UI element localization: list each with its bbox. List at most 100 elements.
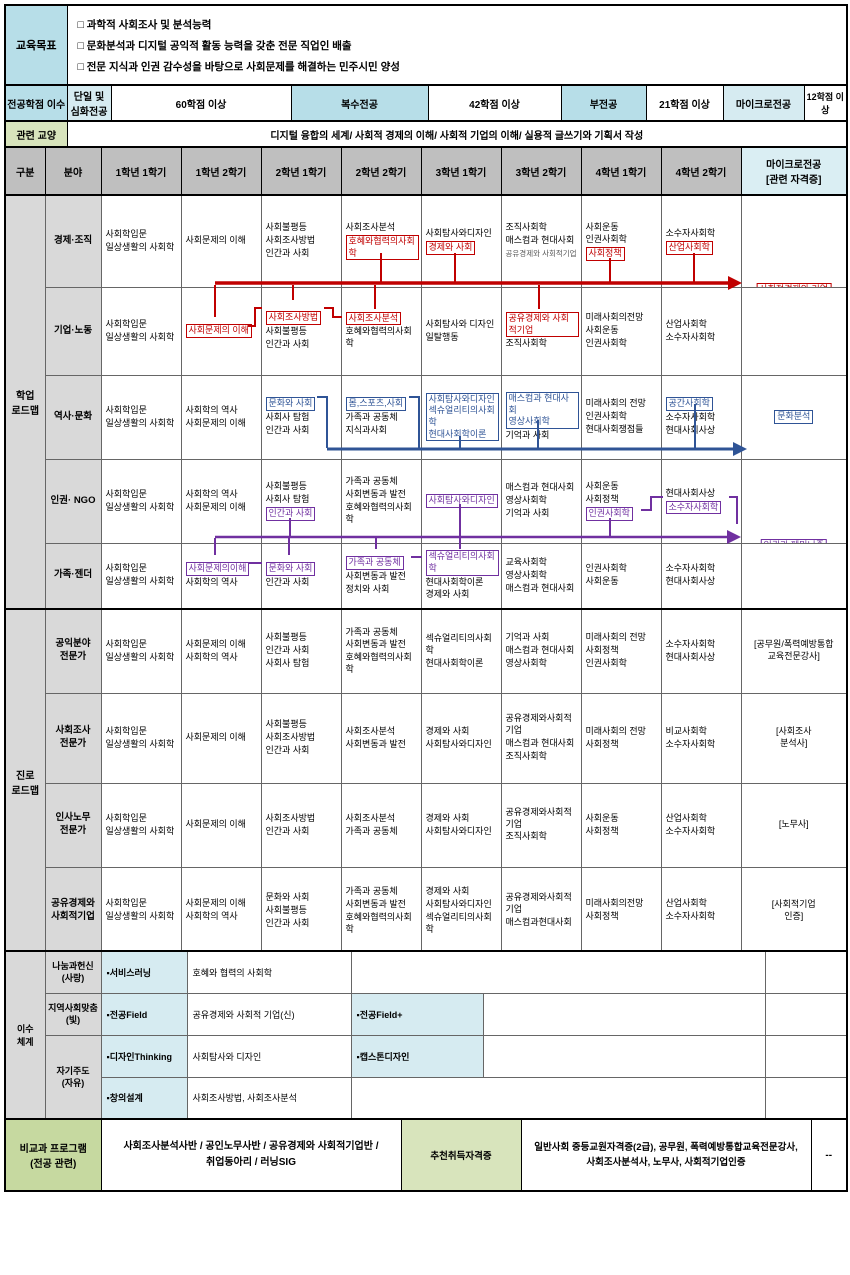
course-cell: 사회탐사와디자인 <box>420 458 502 544</box>
course-item: 조직사회학 <box>505 222 547 233</box>
course-cell: 사회불평등 인간과 사회 사회사 탐험 <box>260 608 342 694</box>
course-item-highlight: 사회조사분석 <box>345 311 402 326</box>
completion-course: 공유경제와 사회적 기업(신) <box>186 992 352 1036</box>
course-item: 인간과 사회 <box>265 338 310 349</box>
header-sem-1-2: 1학년 2학기 <box>180 146 262 196</box>
course-item: 가족과 공동체 <box>345 626 398 637</box>
course-item-highlight: 공유경제와 사회적기업 <box>505 311 579 338</box>
course-item: 조직사회학 <box>505 831 547 842</box>
badge-design-thinking: ▪디자인Thinking <box>100 1034 188 1078</box>
course-cell: 소수자사회학 현대사회사상 <box>660 542 742 610</box>
course-item: 비교사회학 <box>665 725 707 736</box>
course-item: 사회사 탐험 <box>265 494 310 505</box>
course-cell: 미래사회의 전망 인권사회학 현대사회쟁점들 <box>580 374 662 460</box>
course-item: 사회학입문 <box>105 228 147 239</box>
course-item: 사회조사방법 <box>265 235 316 246</box>
course-item-highlight: 인간과 사회 <box>265 507 316 521</box>
course-item: 사회불평등 <box>265 325 307 336</box>
course-item: 사회변동과 발전 <box>345 570 406 581</box>
course-item: 미래사회의 전망 <box>585 725 646 736</box>
course-item: 사회탐사와디자인 <box>425 898 492 909</box>
micro-major-course-box: 사회적경제와 기업 <box>756 282 832 286</box>
header-sem-2-2: 2학년 2학기 <box>340 146 422 196</box>
course-item-highlight: 가족과 공동체 <box>345 556 404 570</box>
field-label: 사회조사 전문가 <box>44 692 102 784</box>
course-item: 호혜와협력의사회학 <box>345 911 412 934</box>
empty-cell <box>764 950 848 994</box>
course-cell: 공유경제와 사회적기업 조직사회학 <box>500 286 582 376</box>
course-cell: 기억과 사회 매스컴과 현대사회 영상사회학 <box>500 608 582 694</box>
course-cell: 문화와 사회 사회사 탐험 인간과 사회 <box>260 374 342 460</box>
micro-major-cell: [공무원/폭력예방통합 교육전문강사] <box>740 608 848 694</box>
grid-header-row: 구분 분야 1학년 1학기 1학년 2학기 2학년 1학기 2학년 2학기 3학… <box>4 146 848 196</box>
course-item: 사회학입문 <box>105 404 147 415</box>
course-item: 공유경제와사회적기업 <box>505 892 572 915</box>
liberal-label: 관련 교양 <box>4 120 68 148</box>
course-item-highlight: 섹슈얼리티의사회학 <box>425 550 499 576</box>
header-sem-4-2: 4학년 2학기 <box>660 146 742 196</box>
course-cell: 사회불평등 사회조사방법 인간과 사회 <box>260 692 342 784</box>
course-item: 산업사회학 <box>665 318 707 329</box>
course-item: 산업사회학 <box>665 812 707 823</box>
empty-cell <box>350 1076 766 1120</box>
badge-capstone-design: ▪캡스톤디자인 <box>350 1034 484 1078</box>
completion-course: 사회탐사와 디자인 <box>186 1034 352 1078</box>
course-cell: 가족과 공동체 사회변동과 발전 정치와 사회 <box>340 542 422 610</box>
course-item: 영상사회학 <box>505 658 547 669</box>
course-item: 섹슈얼리티의사회학 <box>425 632 492 655</box>
course-cell: 사회학입문 일상생활의 사회학 <box>100 608 182 694</box>
course-item: 사회학입문 <box>105 563 147 574</box>
course-cell: 사회운동 사회정책 인권사회학 <box>580 458 662 544</box>
course-item: 현대사회학이론 <box>425 576 484 587</box>
field-label: 가족·젠더 <box>44 542 102 610</box>
credit-cell-42: 42학점 이상 <box>427 84 562 122</box>
header-sem-3-2: 3학년 2학기 <box>500 146 582 196</box>
course-item: 사회문제의 이해 <box>185 501 246 512</box>
course-item: 경제와 사회 <box>425 725 470 736</box>
course-cell: 비교사회학 소수자사회학 <box>660 692 742 784</box>
course-cell: 사회조사방법 인간과 사회 <box>260 782 342 868</box>
course-item: 영상사회학 <box>505 569 547 580</box>
recommended-certs-list: 일반사회 중등교원자격증(2급), 공무원, 폭력예방통합교육전문강사, 사회조… <box>520 1118 812 1192</box>
micro-major-course-box: 인권과 페미니즘 <box>760 538 827 542</box>
dash-cell: -- <box>810 1118 848 1192</box>
course-item: 일탈행동 <box>425 331 459 342</box>
course-item: 일상생활의 사회학 <box>105 911 175 922</box>
course-item: 가족과 공동체 <box>345 476 398 487</box>
course-cell: 소수자사회학 산업사회학 <box>660 194 742 288</box>
extracurricular-programs: 사회조사분석사반 / 공인노무사반 / 공유경제와 사회적기업반 / 취업동아리… <box>100 1118 402 1192</box>
course-item: 사회학의 역사 <box>185 577 238 588</box>
course-item-highlight: 사회정책 <box>585 247 625 261</box>
course-item: 사회학입문 <box>105 638 147 649</box>
micro-major-cell <box>740 542 848 610</box>
course-cell: 사회학입문 일상생활의 사회학 <box>100 458 182 544</box>
course-cell: 사회운동 인권사회학 사회정책 <box>580 194 662 288</box>
course-item: 사회조사분석 <box>345 725 396 736</box>
completion-course: 사회조사방법, 사회조사분석 <box>186 1076 352 1120</box>
field-label: 인권· NGO <box>44 458 102 544</box>
field-label-self-directed: 자기주도 (자유) <box>44 1034 102 1120</box>
course-item: 인권사회학 <box>585 411 627 422</box>
micro-major-cell: [사회조사 분석사] <box>740 692 848 784</box>
course-item: 미래사회의전망 <box>585 312 644 323</box>
micro-major-cell: [노무사] <box>740 782 848 868</box>
course-cell: 산업사회학 소수자사회학 <box>660 286 742 376</box>
course-item: 사회조사분석 <box>345 222 396 233</box>
course-cell: 사회학의 역사 사회문제의 이해 <box>180 458 262 544</box>
course-item-highlight: 매스컴과 현대사회 영상사회학 <box>505 392 579 430</box>
course-cell: 경제와 사회 사회탐사와디자인 섹슈얼리티의사회학 <box>420 866 502 956</box>
course-cell: 사회문제의 이해 <box>180 692 262 784</box>
course-item: 매스컴과 현대사회 <box>505 645 575 656</box>
course-item: 일상생활의 사회학 <box>105 501 175 512</box>
course-item-highlight: 공간사회학 <box>665 397 713 411</box>
credit-cell-micro-major: 마이크로전공 <box>722 84 805 122</box>
course-item: 소수자사회학 <box>665 563 716 574</box>
course-item: 사회불평등 <box>265 632 307 643</box>
badge-service-learning: ▪서비스러닝 <box>100 950 188 994</box>
goals-content: □ 과학적 사회조사 및 분석능력 □ 문화분석과 디지털 공익적 활동 능력을… <box>66 4 848 86</box>
course-item: 사회운동 <box>585 481 619 492</box>
course-item: 지식과사회 <box>345 424 387 435</box>
course-cell: 공간사회학 소수자사회학 현대사회사상 <box>660 374 742 460</box>
course-item: 섹슈얼리티의사회학 <box>425 911 492 934</box>
course-cell: 사회학입문 일상생활의 사회학 <box>100 374 182 460</box>
